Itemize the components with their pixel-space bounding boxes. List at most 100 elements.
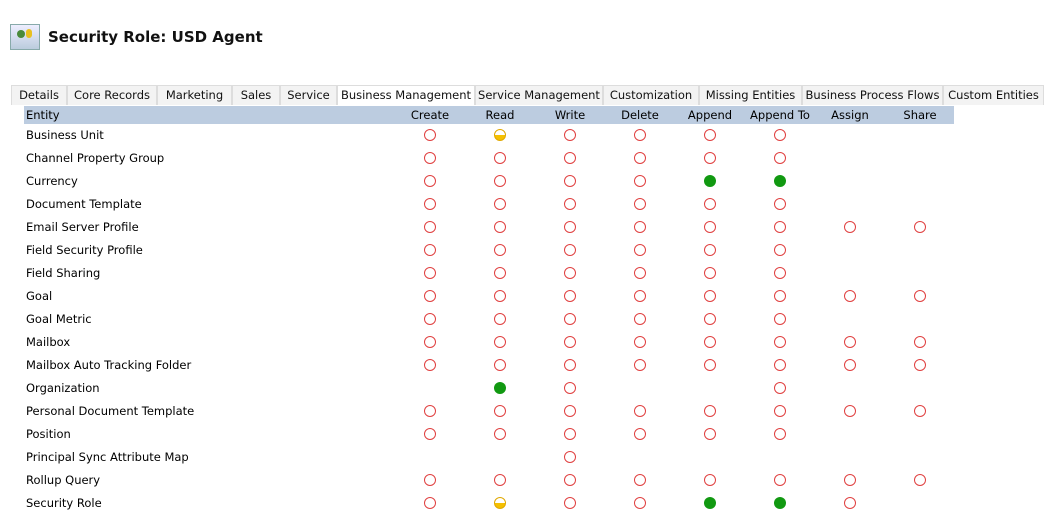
privilege-none-icon[interactable] <box>494 267 506 279</box>
privilege-none-icon[interactable] <box>494 405 506 417</box>
privilege-none-icon[interactable] <box>914 359 926 371</box>
privilege-none-icon[interactable] <box>704 359 716 371</box>
privilege-none-icon[interactable] <box>564 267 576 279</box>
privilege-none-icon[interactable] <box>564 290 576 302</box>
privilege-none-icon[interactable] <box>494 313 506 325</box>
privilege-none-icon[interactable] <box>564 497 576 509</box>
privilege-none-icon[interactable] <box>424 474 436 486</box>
privilege-none-icon[interactable] <box>704 129 716 141</box>
privilege-none-icon[interactable] <box>634 359 646 371</box>
privilege-none-icon[interactable] <box>424 359 436 371</box>
privilege-none-icon[interactable] <box>774 474 786 486</box>
privilege-none-icon[interactable] <box>564 359 576 371</box>
privilege-none-icon[interactable] <box>494 290 506 302</box>
privilege-none-icon[interactable] <box>774 152 786 164</box>
privilege-none-icon[interactable] <box>564 313 576 325</box>
privilege-none-icon[interactable] <box>494 428 506 440</box>
privilege-none-icon[interactable] <box>634 175 646 187</box>
privilege-none-icon[interactable] <box>774 428 786 440</box>
tab-business-management[interactable]: Business Management <box>337 85 475 105</box>
privilege-none-icon[interactable] <box>564 405 576 417</box>
privilege-none-icon[interactable] <box>564 428 576 440</box>
privilege-none-icon[interactable] <box>424 129 436 141</box>
privilege-none-icon[interactable] <box>634 221 646 233</box>
privilege-org-icon[interactable] <box>704 497 716 509</box>
privilege-none-icon[interactable] <box>914 336 926 348</box>
privilege-none-icon[interactable] <box>704 313 716 325</box>
privilege-none-icon[interactable] <box>564 198 576 210</box>
privilege-none-icon[interactable] <box>634 497 646 509</box>
tab-details[interactable]: Details <box>11 85 67 105</box>
privilege-none-icon[interactable] <box>774 313 786 325</box>
privilege-none-icon[interactable] <box>844 336 856 348</box>
privilege-none-icon[interactable] <box>634 244 646 256</box>
privilege-none-icon[interactable] <box>844 405 856 417</box>
tab-custom-entities[interactable]: Custom Entities <box>943 85 1044 105</box>
privilege-none-icon[interactable] <box>844 290 856 302</box>
privilege-org-icon[interactable] <box>704 175 716 187</box>
privilege-none-icon[interactable] <box>914 474 926 486</box>
privilege-none-icon[interactable] <box>424 175 436 187</box>
privilege-none-icon[interactable] <box>704 198 716 210</box>
privilege-none-icon[interactable] <box>424 405 436 417</box>
privilege-none-icon[interactable] <box>704 336 716 348</box>
privilege-none-icon[interactable] <box>704 221 716 233</box>
privilege-none-icon[interactable] <box>564 175 576 187</box>
privilege-none-icon[interactable] <box>634 405 646 417</box>
privilege-none-icon[interactable] <box>704 428 716 440</box>
privilege-none-icon[interactable] <box>494 359 506 371</box>
privilege-none-icon[interactable] <box>564 152 576 164</box>
privilege-none-icon[interactable] <box>494 175 506 187</box>
tab-customization[interactable]: Customization <box>603 85 699 105</box>
privilege-none-icon[interactable] <box>634 198 646 210</box>
privilege-none-icon[interactable] <box>914 290 926 302</box>
privilege-none-icon[interactable] <box>564 451 576 463</box>
privilege-none-icon[interactable] <box>844 497 856 509</box>
privilege-none-icon[interactable] <box>564 474 576 486</box>
privilege-none-icon[interactable] <box>774 244 786 256</box>
privilege-none-icon[interactable] <box>704 267 716 279</box>
privilege-none-icon[interactable] <box>844 474 856 486</box>
privilege-none-icon[interactable] <box>634 313 646 325</box>
privilege-none-icon[interactable] <box>564 221 576 233</box>
privilege-none-icon[interactable] <box>424 244 436 256</box>
tab-service-management[interactable]: Service Management <box>475 85 603 105</box>
privilege-none-icon[interactable] <box>704 290 716 302</box>
privilege-none-icon[interactable] <box>494 198 506 210</box>
privilege-none-icon[interactable] <box>774 290 786 302</box>
tab-service[interactable]: Service <box>280 85 337 105</box>
privilege-none-icon[interactable] <box>634 290 646 302</box>
privilege-none-icon[interactable] <box>564 129 576 141</box>
privilege-none-icon[interactable] <box>424 221 436 233</box>
privilege-org-icon[interactable] <box>774 497 786 509</box>
privilege-none-icon[interactable] <box>424 428 436 440</box>
privilege-none-icon[interactable] <box>424 313 436 325</box>
privilege-none-icon[interactable] <box>494 152 506 164</box>
privilege-none-icon[interactable] <box>424 336 436 348</box>
privilege-none-icon[interactable] <box>914 221 926 233</box>
privilege-none-icon[interactable] <box>424 267 436 279</box>
privilege-none-icon[interactable] <box>704 405 716 417</box>
tab-business-process-flows[interactable]: Business Process Flows <box>802 85 943 105</box>
privilege-none-icon[interactable] <box>634 336 646 348</box>
privilege-none-icon[interactable] <box>634 474 646 486</box>
tab-marketing[interactable]: Marketing <box>157 85 232 105</box>
privilege-none-icon[interactable] <box>704 244 716 256</box>
privilege-none-icon[interactable] <box>844 359 856 371</box>
privilege-none-icon[interactable] <box>774 359 786 371</box>
privilege-none-icon[interactable] <box>774 267 786 279</box>
privilege-none-icon[interactable] <box>774 198 786 210</box>
tab-core-records[interactable]: Core Records <box>67 85 157 105</box>
privilege-none-icon[interactable] <box>424 497 436 509</box>
privilege-none-icon[interactable] <box>424 290 436 302</box>
privilege-none-icon[interactable] <box>774 336 786 348</box>
tab-sales[interactable]: Sales <box>232 85 280 105</box>
privilege-none-icon[interactable] <box>634 428 646 440</box>
privilege-none-icon[interactable] <box>494 474 506 486</box>
privilege-none-icon[interactable] <box>494 336 506 348</box>
privilege-none-icon[interactable] <box>424 198 436 210</box>
privilege-none-icon[interactable] <box>844 221 856 233</box>
privilege-none-icon[interactable] <box>634 152 646 164</box>
privilege-user-icon[interactable] <box>494 129 506 141</box>
privilege-none-icon[interactable] <box>634 129 646 141</box>
